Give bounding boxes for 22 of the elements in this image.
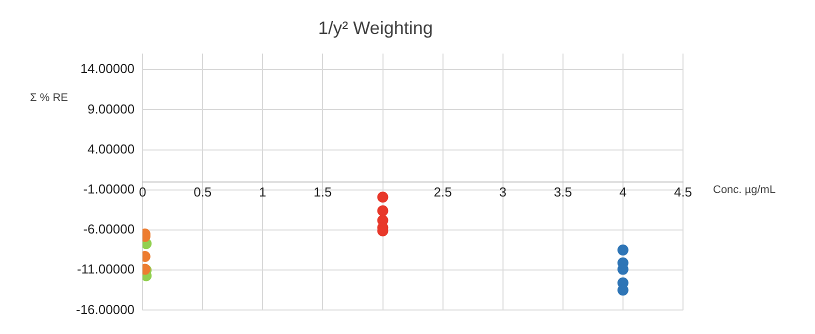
point	[617, 244, 628, 256]
point	[377, 205, 388, 216]
x-tick-label: 1.5	[314, 184, 332, 200]
x-tick-label: 1	[259, 184, 266, 200]
x-axis-title: Conc. µg/mL	[713, 184, 776, 196]
y-axis-title: Σ % RE	[30, 92, 68, 104]
point	[377, 192, 388, 203]
y-tick-label: -11.00000	[76, 262, 135, 277]
x-tick-label: 0.5	[194, 184, 212, 200]
x-tick-label: 2.5	[434, 184, 452, 200]
y-tick-label: -16.00000	[76, 302, 135, 317]
chart-title: 1/y² Weighting	[318, 18, 433, 38]
x-tick-label: 0	[138, 184, 146, 200]
y-tick-label: 4.00000	[88, 141, 135, 156]
y-tick-label: -6.00000	[83, 222, 135, 237]
x-tick-label: 4	[619, 184, 627, 200]
x-tick-label: 3.5	[554, 184, 572, 200]
y-tick-label: 14.00000	[80, 61, 135, 76]
y-tick-label: -1.00000	[83, 181, 135, 196]
x-tick-label: 3	[499, 184, 506, 200]
y-tick-label: 9.00000	[88, 101, 135, 116]
x-tick-label: 4.5	[674, 184, 692, 200]
